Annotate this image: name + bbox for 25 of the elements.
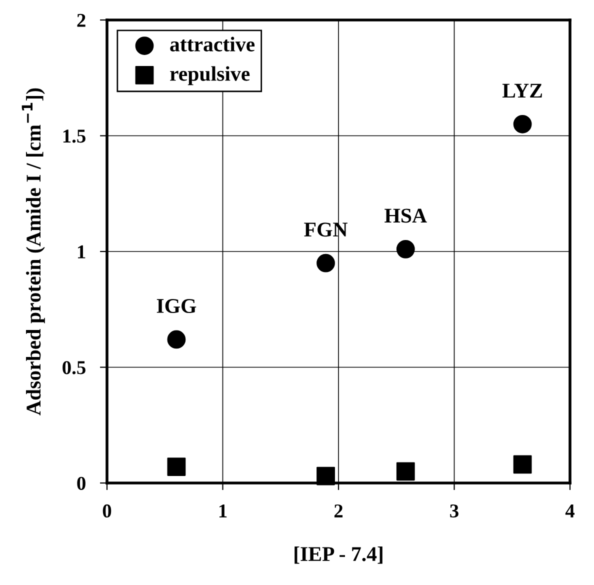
point — [316, 254, 335, 272]
legend-label: attractive — [170, 36, 255, 52]
point — [167, 330, 186, 349]
x-axis-title: [IEP - 7.4] — [294, 546, 382, 564]
x-tick-label: 0 — [102, 504, 112, 518]
y-tick-label: 2 — [77, 14, 86, 27]
annotation: LYZ — [502, 84, 542, 98]
annotation: IGG — [156, 299, 196, 314]
y-tick-label: 1 — [78, 245, 86, 258]
x-tick-label: 2 — [334, 504, 343, 518]
point — [513, 114, 532, 134]
y-tick-label: 0.5 — [62, 361, 86, 374]
annotation: HSA — [384, 208, 427, 223]
legend-label: repulsive — [170, 66, 250, 86]
point — [396, 462, 415, 481]
point — [396, 240, 415, 258]
point — [167, 458, 186, 476]
x-tick-label: 3 — [450, 504, 458, 518]
point — [316, 466, 335, 486]
y-tick-label: 0 — [77, 476, 86, 490]
x-tick-label: 4 — [565, 504, 574, 518]
y-tick-label: 1.5 — [63, 130, 86, 143]
y-axis-title: Adsorbed protein (Amide I / [cm$^{−1}$]) — [22, 88, 45, 416]
x-tick-label: 1 — [219, 504, 227, 518]
point — [513, 455, 532, 474]
